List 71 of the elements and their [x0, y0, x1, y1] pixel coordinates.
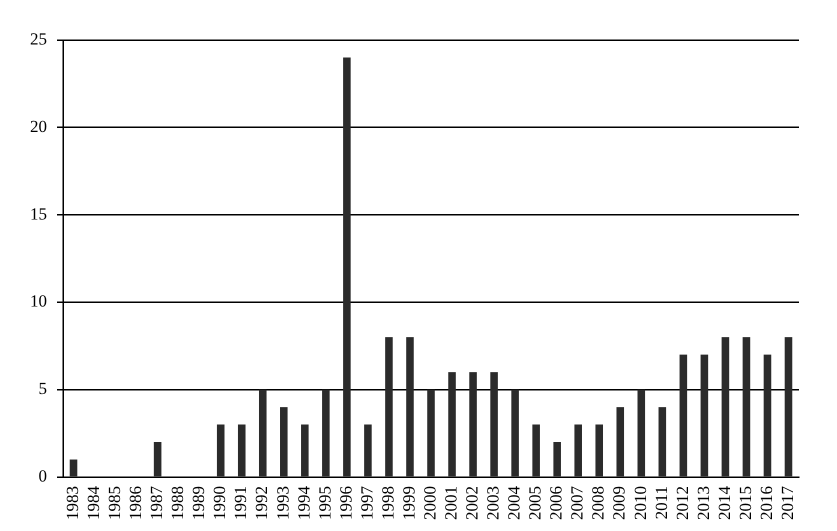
x-tick-label: 1985	[105, 486, 124, 520]
x-tick-label: 1994	[294, 486, 314, 520]
bar	[154, 442, 162, 476]
x-tick-label: 2017	[778, 486, 797, 520]
x-tick-label: 2008	[588, 486, 608, 520]
y-tick-label: 15	[30, 204, 47, 224]
x-tick-label: 1992	[252, 486, 272, 520]
x-tick-label: 1993	[273, 486, 292, 520]
x-tick-label: 1996	[336, 486, 356, 520]
bar	[216, 424, 224, 476]
x-tick-label: 1988	[168, 486, 188, 520]
x-tick-label: 2001	[441, 486, 460, 520]
bar	[595, 424, 604, 476]
bar	[385, 337, 393, 476]
bar	[469, 372, 477, 476]
bar	[322, 390, 330, 476]
bar	[764, 354, 772, 476]
x-tick-label: 2006	[546, 486, 566, 520]
x-tick-label: 2014	[714, 486, 734, 520]
x-tick-label: 2016	[756, 486, 776, 520]
bar	[343, 57, 351, 476]
x-tick-label: 2009	[610, 486, 629, 520]
bar	[700, 354, 708, 476]
x-tick-label: 1997	[357, 486, 376, 520]
bar	[742, 337, 750, 476]
bar	[70, 460, 78, 476]
bar	[238, 424, 246, 476]
bar	[722, 337, 730, 476]
bar	[638, 390, 646, 476]
x-tick-label: 1987	[147, 486, 166, 520]
x-tick-label: 2004	[504, 486, 524, 520]
bar	[574, 424, 582, 476]
bar	[258, 390, 267, 476]
bar	[490, 372, 498, 476]
x-tick-label: 1983	[62, 486, 82, 520]
bar	[658, 407, 666, 476]
y-tick-label: 5	[38, 379, 47, 398]
x-tick-label: 2007	[568, 486, 587, 520]
x-tick-label: 2003	[484, 486, 503, 520]
x-tick-label: 2012	[672, 486, 692, 520]
x-tick-label: 1990	[210, 486, 230, 520]
x-tick-label: 1991	[231, 486, 250, 520]
x-tick-label: 2015	[736, 486, 755, 520]
x-tick-label: 2005	[526, 486, 545, 520]
bar	[448, 372, 456, 476]
y-tick-label: 25	[30, 29, 47, 48]
bar	[406, 337, 414, 476]
bar	[784, 337, 792, 476]
x-tick-label: 2013	[694, 486, 713, 520]
bar	[301, 424, 309, 476]
bar	[616, 407, 624, 476]
y-tick-label: 20	[30, 116, 47, 136]
x-tick-label: 2011	[652, 486, 671, 520]
bar	[532, 424, 540, 476]
x-tick-label: 1986	[126, 486, 146, 520]
bar	[680, 354, 688, 476]
x-tick-label: 1989	[189, 486, 208, 520]
x-tick-label: 1984	[84, 486, 104, 520]
x-tick-label: 2002	[462, 486, 482, 520]
x-tick-label: 2000	[420, 486, 440, 520]
x-tick-label: 1998	[378, 486, 398, 520]
x-tick-label: 1999	[399, 486, 418, 520]
bar	[511, 390, 519, 476]
bar	[553, 442, 561, 476]
x-tick-label: 2010	[630, 486, 650, 520]
x-tick-label: 1995	[315, 486, 334, 520]
bar	[427, 390, 435, 476]
bar	[280, 407, 288, 476]
y-tick-label: 0	[38, 466, 47, 486]
bar	[364, 424, 372, 476]
y-tick-label: 10	[30, 292, 47, 311]
